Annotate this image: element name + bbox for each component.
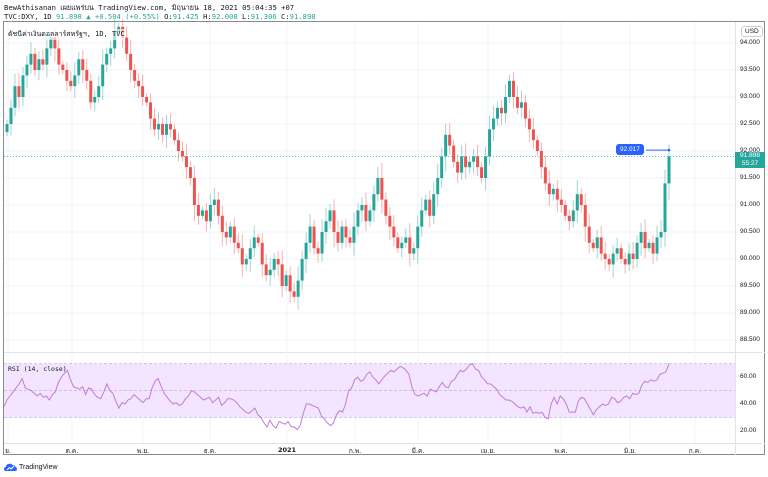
price-tick: 88.500: [740, 336, 760, 343]
change-value: +0.504 (+0.55%): [94, 12, 160, 21]
low-value: 91.306: [250, 12, 277, 21]
time-tick: ต.ค.: [65, 447, 79, 455]
tradingview-label: TradingView: [19, 463, 58, 471]
currency-badge[interactable]: USD: [741, 26, 763, 37]
high-marker-label: 92.017: [616, 144, 644, 155]
bar-countdown: 55:27: [741, 159, 759, 167]
tradingview-branding[interactable]: TradingView: [4, 463, 58, 471]
time-tick: เม.ย.: [480, 447, 496, 455]
open-label: O:: [164, 12, 173, 21]
high-label: H:: [203, 12, 212, 21]
time-tick: มี.ค.: [411, 447, 425, 455]
high-value: 92.008: [211, 12, 238, 21]
price-tick: 90.000: [740, 255, 760, 262]
close-value: 91.898: [289, 12, 316, 21]
publish-info: BewAthisanan เผยแพร่บน TradingView.com, …: [4, 3, 295, 12]
time-tick: ย.: [5, 447, 11, 455]
close-label: C:: [281, 12, 290, 21]
chart-legend: ดัชนีค่าเงินดอลลาร์สหรัฐฯ, 1D, TVC: [8, 29, 125, 40]
price-tick: 89.000: [740, 309, 760, 316]
symbol-label: TVC:DXY, 1D: [4, 12, 52, 21]
price-tick: 89.500: [740, 282, 760, 289]
time-tick: พ.ค.: [554, 447, 568, 455]
tradingview-cloud-icon: [4, 463, 17, 471]
last-price-value: 91.898: [740, 152, 760, 159]
rsi-tick: 40.00: [740, 400, 757, 408]
low-label: L:: [242, 12, 251, 21]
price-tick: 91.500: [740, 174, 760, 181]
price-tick: 92.500: [740, 120, 760, 127]
open-value: 91.425: [172, 12, 199, 21]
time-tick: ธ.ค.: [203, 447, 217, 455]
price-tick: 93.000: [740, 93, 760, 100]
time-tick: 2021: [277, 446, 297, 454]
time-tick: ก.พ.: [348, 447, 362, 455]
time-tick: พ.ย.: [136, 447, 150, 455]
price-tick: 91.000: [740, 201, 760, 208]
last-value: 91.898: [55, 12, 82, 21]
price-tick: 93.500: [740, 66, 760, 73]
price-tick: 94.000: [740, 39, 760, 46]
time-tick: ก.ค.: [688, 447, 702, 455]
price-tick: 92.000: [740, 147, 760, 154]
rsi-legend: RSI (14, close): [8, 365, 67, 373]
time-tick: มิ.ย.: [623, 447, 637, 455]
symbol-ohlc-line: TVC:DXY, 1D 91.898 ▲ +0.504 (+0.55%) O:9…: [4, 12, 316, 21]
up-arrow-icon: ▲: [86, 12, 91, 21]
price-tick: 90.500: [740, 228, 760, 235]
last-price-label: 91.898 55:27: [735, 152, 765, 168]
rsi-tick: 60.00: [740, 373, 757, 381]
rsi-tick: 20.00: [740, 426, 757, 434]
